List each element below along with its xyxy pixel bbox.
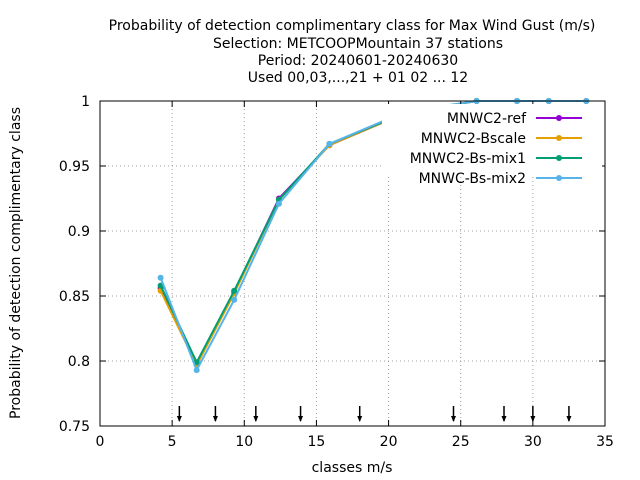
legend-label: MNWC2-Bscale (421, 131, 526, 147)
class-boundary-arrow (357, 406, 363, 422)
y-tick-label: 1 (81, 94, 90, 110)
y-tick-label: 0.9 (68, 224, 90, 240)
y-tick-label: 0.75 (59, 419, 90, 435)
x-tick-label: 5 (168, 434, 177, 450)
x-tick-label: 15 (308, 434, 326, 450)
data-point (157, 274, 164, 281)
x-tick-label: 10 (235, 434, 253, 450)
data-point (326, 140, 333, 147)
x-axis-label: classes m/s (312, 460, 393, 476)
legend-marker (556, 155, 562, 161)
x-tick-label: 0 (96, 434, 105, 450)
class-boundary-arrow (566, 406, 572, 422)
chart-title: Probability of detection complimentary c… (109, 18, 596, 86)
y-tick-label: 0.95 (59, 159, 90, 175)
class-boundary-arrow (176, 406, 182, 422)
legend-label: MNWC-Bs-mix2 (419, 171, 526, 187)
chart-title-line-3: Period: 20240601-20240630 (258, 53, 458, 69)
legend-label: MNWC2-Bs-mix1 (410, 151, 526, 167)
class-boundary-arrow (212, 406, 218, 422)
y-axis-label: Probability of detection complimentary c… (8, 107, 24, 419)
class-boundary-markers (176, 406, 572, 422)
legend-marker (556, 135, 562, 141)
legend-label: MNWC2-ref (447, 111, 527, 127)
class-boundary-arrow (530, 406, 536, 422)
chart-title-line-4: Used 00,03,...,21 + 01 02 ... 12 (248, 70, 468, 86)
data-point (231, 296, 238, 303)
x-tick-label: 35 (596, 434, 614, 450)
chart-title-line-1: Probability of detection complimentary c… (109, 18, 596, 34)
y-tick-label: 0.8 (68, 354, 90, 370)
legend-entry: MNWC-Bs-mix2 (419, 171, 582, 187)
legend-entry: MNWC2-Bscale (421, 131, 582, 147)
class-boundary-arrow (298, 406, 304, 422)
legend-background (382, 104, 602, 176)
class-boundary-arrow (501, 406, 507, 422)
x-tick-label: 20 (380, 434, 398, 450)
plot-frame (99, 100, 606, 427)
legend-marker (556, 115, 562, 121)
legend-entry: MNWC2-ref (447, 111, 582, 127)
axis-ticks: 0 5 10 15 20 25 30 35 0.75 0.8 0.85 0.9 0.95 1 (59, 94, 614, 450)
x-tick-label: 25 (452, 434, 470, 450)
data-point (275, 200, 282, 207)
legend-entry: MNWC2-Bs-mix1 (410, 151, 582, 167)
legend: MNWC2-ref MNWC2-Bscale MNWC2-Bs-mix1 MNWC-B… (410, 111, 582, 187)
chart-title-line-2: Selection: METCOOPMountain 37 stations (213, 36, 503, 52)
legend-marker (556, 175, 562, 181)
class-boundary-arrow (253, 406, 259, 422)
data-point (231, 287, 238, 294)
x-tick-label: 30 (524, 434, 542, 450)
y-tick-label: 0.85 (59, 289, 90, 305)
class-boundary-arrow (451, 406, 456, 422)
data-point (193, 367, 200, 374)
